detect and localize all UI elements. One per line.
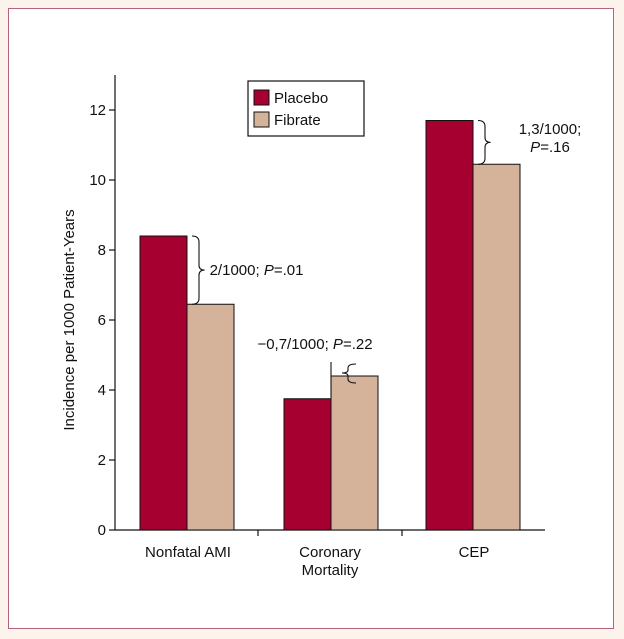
annotation-cep-line2: P=.16 — [530, 139, 570, 156]
x-category-label: Mortality — [302, 562, 359, 579]
annotation-cep-line1: 1,3/1000; — [519, 121, 582, 138]
bar-placebo-2 — [425, 120, 474, 531]
annotation-segment: −0,7/1000; — [257, 336, 332, 353]
chart-legend: Placebo Fibrate — [247, 80, 365, 137]
y-tick-label: 10 — [89, 172, 106, 189]
legend-swatch-placebo — [253, 89, 270, 106]
y-tick-label: 6 — [98, 312, 106, 329]
y-tick-label: 12 — [89, 102, 106, 119]
y-tick-label: 4 — [98, 382, 106, 399]
annotation-segment: P — [333, 336, 343, 353]
y-tick-label: 8 — [98, 242, 106, 259]
x-category-label: CEP — [459, 544, 490, 561]
brace-coronary-mortality — [341, 363, 357, 384]
bar-placebo-1 — [283, 398, 332, 531]
legend-label-fibrate: Fibrate — [274, 112, 321, 129]
bar-placebo-0 — [139, 235, 188, 531]
bar-fibrate-1 — [330, 375, 379, 531]
brace-nonfatal-ami — [191, 235, 205, 305]
x-category-label: Coronary — [299, 544, 361, 561]
y-tick-label: 0 — [98, 522, 106, 539]
brace-cep — [477, 119, 491, 165]
annotation-segment: P — [264, 262, 274, 279]
y-axis-label: Incidence per 1000 Patient-Years — [61, 209, 78, 430]
legend-label-placebo: Placebo — [274, 90, 328, 107]
x-category-label: Nonfatal AMI — [145, 544, 231, 561]
annotation-coronary-mortality: −0,7/1000; P=.22 — [257, 336, 372, 353]
legend-swatch-fibrate — [253, 111, 270, 128]
annotation-segment: 2/1000; — [210, 262, 264, 279]
y-tick-label: 2 — [98, 452, 106, 469]
bar-fibrate-0 — [186, 303, 235, 531]
bar-fibrate-2 — [472, 163, 521, 531]
annotation-segment: =.16 — [540, 139, 570, 156]
annotation-segment: P — [530, 139, 540, 156]
annotation-nonfatal-ami: 2/1000; P=.01 — [210, 262, 304, 279]
chart-bars — [139, 120, 521, 531]
chart-annotations: 2/1000; P=.01−0,7/1000; P=.221,3/1000;P=… — [191, 119, 582, 397]
annotation-segment: =.01 — [274, 262, 304, 279]
annotation-segment: =.22 — [343, 336, 373, 353]
